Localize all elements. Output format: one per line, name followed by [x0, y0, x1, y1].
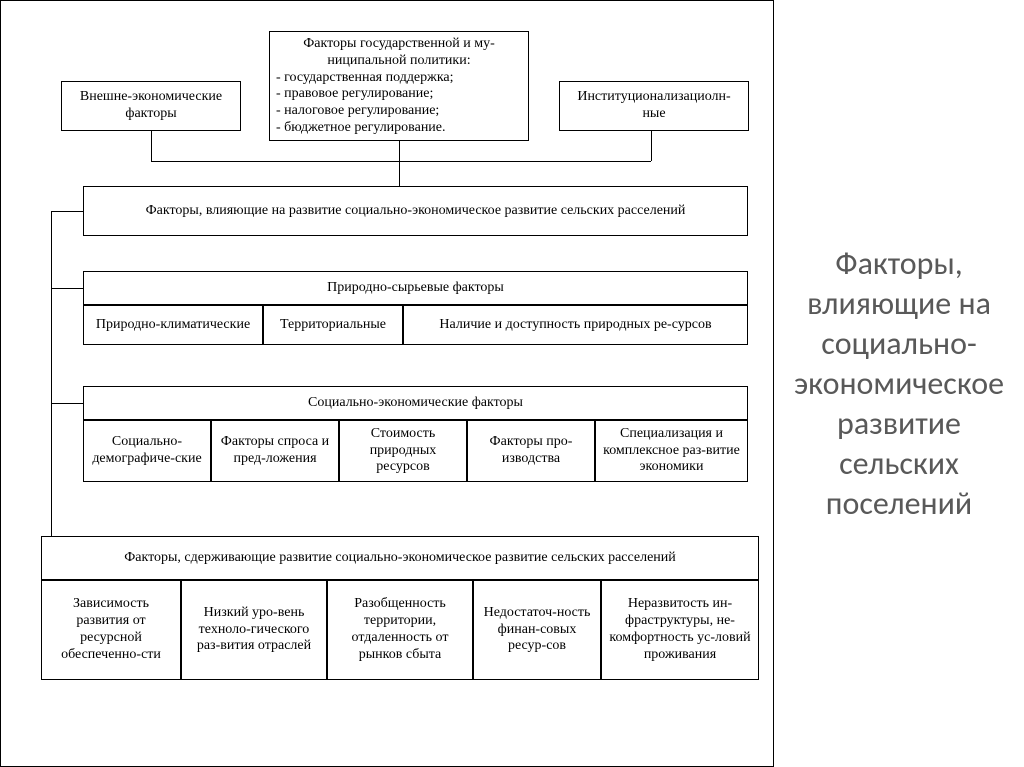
group2-cell: Факторы про-изводства — [467, 420, 595, 482]
top-center-header: Факторы государственной и му-ниципальной… — [276, 36, 522, 70]
top-center-item: - правовое регулирование; — [276, 86, 522, 103]
connector — [399, 141, 400, 161]
group2-cell: Специализация и комплексное раз-витие эк… — [595, 420, 748, 482]
group1-cell: Наличие и доступность природных ре-сурсо… — [403, 305, 748, 345]
connector — [51, 211, 52, 558]
main-band: Факторы, влияющие на развитие социально-… — [83, 186, 748, 236]
top-center-box: Факторы государственной и му-ниципальной… — [269, 31, 529, 141]
group3-cell: Недостаточ-ность финан-совых ресур-сов — [473, 580, 601, 680]
top-left-box: Внешне-экономические факторы — [61, 81, 241, 131]
connector — [651, 131, 652, 161]
top-center-item: - государственная поддержка; — [276, 70, 522, 87]
group2-cell: Стоимость природных ресурсов — [339, 420, 467, 482]
connector — [51, 288, 83, 289]
diagram-panel: Внешне-экономические факторы Факторы гос… — [0, 0, 774, 767]
group2-cell: Факторы спроса и пред-ложения — [211, 420, 339, 482]
group2-cell: Социально-демографиче-ские — [83, 420, 211, 482]
connector — [151, 161, 651, 162]
group2-header: Социально-экономические факторы — [83, 386, 748, 420]
group3-header: Факторы, сдерживающие развитие социально… — [41, 536, 759, 580]
group3-cell: Неразвитость ин-фраструктуры, не-комфорт… — [601, 580, 759, 680]
group1-cell: Природно-климатические — [83, 305, 263, 345]
group1-cell: Территориальные — [263, 305, 403, 345]
connector — [51, 403, 83, 404]
group3-cell: Зависимость развития от ресурсной обеспе… — [41, 580, 181, 680]
top-right-box: Институционализациолн-ные — [559, 81, 749, 131]
connector — [151, 131, 152, 161]
group3-cell: Низкий уро-вень техноло-гического раз-ви… — [181, 580, 327, 680]
connector — [399, 161, 400, 186]
group3-cell: Разобщенность территории, отдаленность о… — [327, 580, 473, 680]
slide-title: Факторы, влияющие на социально-экономиче… — [794, 244, 1004, 524]
group1-header: Природно-сырьевые факторы — [83, 271, 748, 305]
top-center-item: - налоговое регулирование; — [276, 103, 522, 120]
title-panel: Факторы, влияющие на социально-экономиче… — [774, 0, 1024, 767]
top-center-item: - бюджетное регулирование. — [276, 120, 522, 137]
connector — [51, 211, 83, 212]
